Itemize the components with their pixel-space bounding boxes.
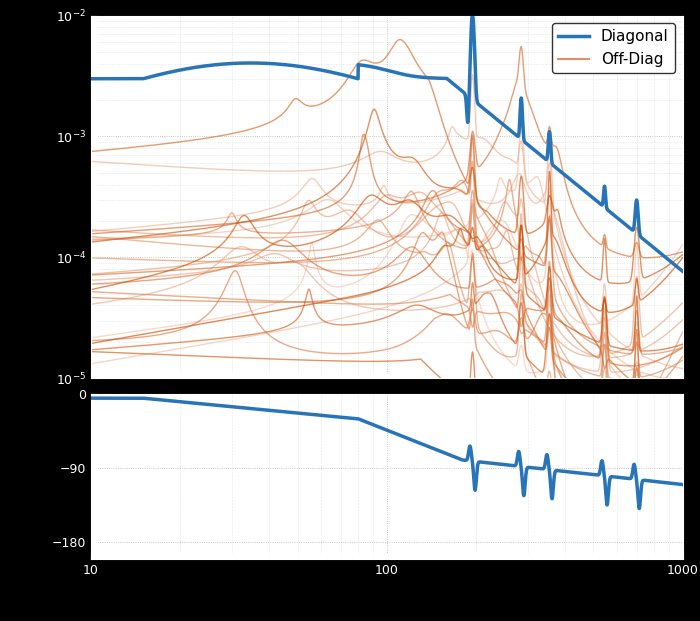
Legend: Diagonal, Off-Diag: Diagonal, Off-Diag — [552, 23, 675, 73]
